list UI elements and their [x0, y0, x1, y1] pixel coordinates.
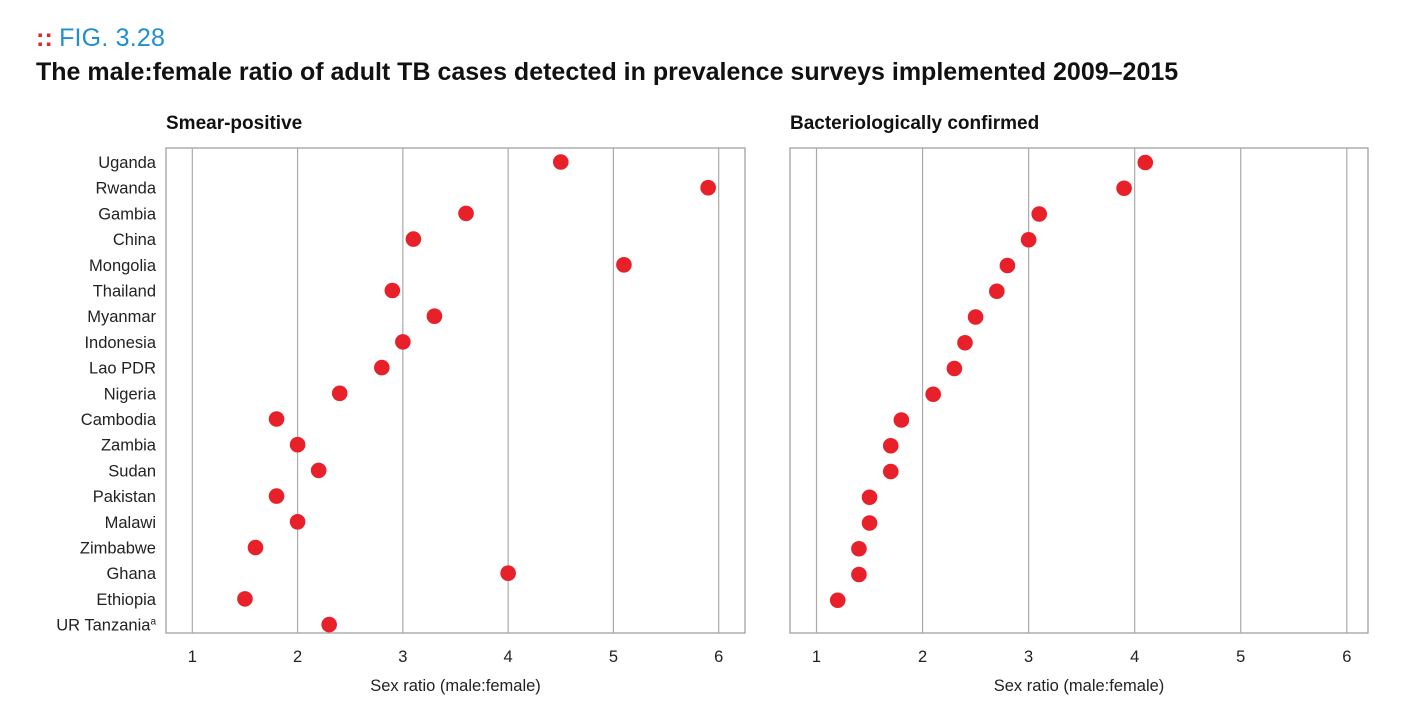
category-label-china: China — [113, 231, 157, 249]
data-point-zambia — [289, 436, 306, 453]
figure-title: The male:female ratio of adult TB cases … — [36, 58, 1179, 86]
data-point-ur-tanzania — [321, 616, 337, 633]
data-point-china — [405, 231, 422, 247]
data-point-thailand — [384, 282, 401, 299]
tick-label-x-3: 3 — [398, 648, 407, 666]
data-point-zambia — [882, 437, 899, 454]
category-label-sudan: Sudan — [108, 462, 156, 480]
data-point-cambodia — [268, 411, 285, 427]
tick-label-x-2: 2 — [918, 648, 927, 666]
category-label-myanmar: Myanmar — [87, 308, 156, 326]
panel-title: Bacteriologically confirmed — [790, 113, 1039, 134]
category-label-zimbabwe: Zimbabwe — [80, 540, 156, 558]
figure-label: :: FIG. 3.28 — [36, 24, 165, 53]
data-point-indonesia — [957, 334, 973, 351]
data-point-gambia — [1031, 206, 1048, 222]
plot-frame — [789, 147, 1369, 634]
category-label-zambia: Zambia — [101, 437, 157, 455]
category-label-uganda: Uganda — [98, 154, 157, 172]
tick-label-x-5: 5 — [1236, 648, 1245, 666]
data-point-ghana — [500, 565, 516, 581]
category-label-pakistan: Pakistan — [93, 488, 156, 506]
tick-label-x-2: 2 — [293, 648, 302, 666]
data-point-ghana — [851, 566, 867, 583]
data-point-indonesia — [395, 334, 411, 350]
data-point-cambodia — [893, 412, 910, 428]
tick-label-x-6: 6 — [1342, 648, 1351, 666]
data-point-nigeria — [331, 385, 348, 402]
data-point-rwanda — [1116, 180, 1132, 197]
tick-label-x-4: 4 — [1130, 648, 1139, 666]
data-point-malawi — [861, 515, 878, 531]
x-axis-label: Sex ratio (male:female) — [370, 677, 541, 695]
data-point-zimbabwe — [851, 540, 867, 557]
data-point-malawi — [289, 514, 306, 530]
data-point-mongolia — [616, 257, 632, 273]
panel-smear-positive: Smear-positive 1 2 3 4 5 6 Sex ratio (male:fema… — [56, 113, 746, 695]
category-label-nigeria: Nigeria — [104, 385, 157, 403]
category-label-ethiopia: Ethiopia — [96, 591, 156, 609]
data-point-thailand — [989, 283, 1005, 300]
category-label-ur-tanzania: UR Tanzaniaa — [56, 617, 156, 635]
panel-title: Smear-positive — [166, 113, 302, 134]
tick-label-x-1: 1 — [188, 648, 197, 666]
category-label-thailand: Thailand — [93, 283, 156, 301]
figure-marker-icon: :: — [36, 24, 54, 52]
data-point-sudan — [882, 463, 899, 480]
category-label-mongolia: Mongolia — [89, 257, 157, 275]
data-point-zimbabwe — [247, 539, 264, 556]
data-point-myanmar — [967, 309, 984, 325]
data-point-uganda — [1137, 154, 1154, 171]
data-point-lao-pdr — [946, 360, 963, 377]
figure-label-text: FIG. 3.28 — [59, 24, 166, 52]
data-point-uganda — [552, 154, 569, 170]
data-point-gambia — [458, 205, 474, 222]
category-label-gambia: Gambia — [98, 205, 157, 223]
x-axis-label: Sex ratio (male:female) — [994, 677, 1165, 695]
data-point-rwanda — [700, 179, 716, 196]
data-point-myanmar — [426, 308, 443, 325]
plot-frame — [165, 147, 746, 634]
data-point-ethiopia — [237, 591, 253, 607]
category-label-malawi: Malawi — [105, 514, 156, 532]
tick-label-x-4: 4 — [504, 648, 513, 666]
data-point-ethiopia — [829, 592, 846, 609]
tick-label-x-5: 5 — [609, 648, 618, 666]
data-point-china — [1020, 231, 1037, 248]
data-point-sudan — [310, 462, 327, 479]
category-label-indonesia: Indonesia — [84, 334, 156, 352]
category-label-lao-pdr: Lao PDR — [89, 360, 156, 378]
data-point-lao-pdr — [374, 359, 390, 376]
data-point-pakistan — [861, 489, 878, 506]
data-point-nigeria — [925, 386, 941, 403]
tick-label-x-1: 1 — [812, 648, 821, 666]
tick-label-x-3: 3 — [1024, 648, 1033, 666]
data-point-pakistan — [268, 488, 285, 504]
category-label-cambodia: Cambodia — [81, 411, 157, 429]
data-point-mongolia — [999, 257, 1016, 274]
category-label-rwanda: Rwanda — [95, 180, 156, 198]
panel-bacteriologically-confirmed: Bacteriologically confirmed 1 2 3 4 5 6 Sex rat… — [789, 113, 1369, 695]
tick-label-x-6: 6 — [714, 648, 723, 666]
category-label-ghana: Ghana — [106, 565, 156, 583]
